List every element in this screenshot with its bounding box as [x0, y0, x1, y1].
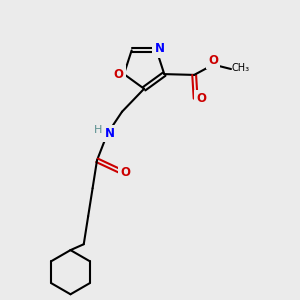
- Text: N: N: [154, 42, 164, 56]
- Text: CH₃: CH₃: [231, 63, 250, 73]
- Text: O: O: [208, 54, 218, 67]
- Text: O: O: [196, 92, 206, 105]
- Text: N: N: [105, 127, 115, 140]
- Text: O: O: [114, 68, 124, 81]
- Text: O: O: [121, 166, 130, 178]
- Text: H: H: [94, 125, 102, 135]
